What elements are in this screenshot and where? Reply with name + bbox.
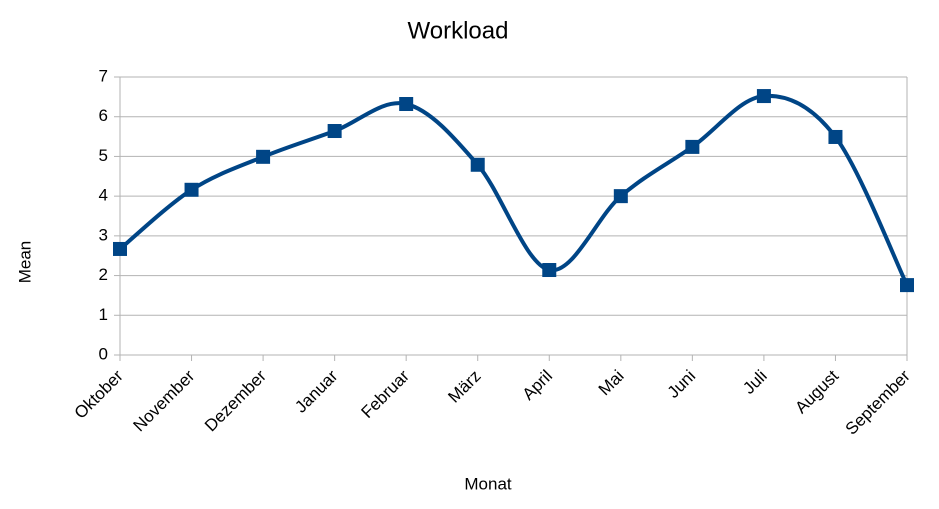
- marker: [470, 157, 485, 172]
- marker: [113, 241, 127, 256]
- x-tick-label: Januar: [291, 366, 341, 416]
- x-tick-label: März: [444, 366, 484, 406]
- x-tick-label: August: [791, 366, 842, 417]
- x-tick-label: Juli: [739, 366, 770, 397]
- y-tick-label: 7: [99, 66, 108, 85]
- y-tick-label: 4: [99, 186, 108, 205]
- y-tick-label: 2: [99, 265, 108, 284]
- y-tick-label: 0: [99, 344, 108, 363]
- series-line: [118, 93, 909, 286]
- marker: [900, 278, 914, 293]
- marker: [828, 129, 843, 144]
- y-axis-label: Mean: [15, 241, 34, 284]
- y-tick-label: 6: [99, 106, 108, 125]
- x-axis-label: Monat: [464, 474, 512, 493]
- y-tick-label: 1: [99, 305, 108, 324]
- x-tick-label: Februar: [357, 366, 413, 422]
- x-tick-label: April: [519, 366, 556, 403]
- y-tick-label: 3: [99, 225, 108, 244]
- y-tick-label: 5: [99, 146, 108, 165]
- marker: [685, 139, 700, 154]
- x-tick-label: September: [842, 366, 914, 438]
- x-tick-label: Dezember: [201, 366, 270, 435]
- x-tick-label: Juni: [664, 366, 699, 401]
- x-tick-label: Mai: [595, 366, 628, 399]
- chart-title: Workload: [408, 17, 509, 44]
- marker: [327, 124, 342, 139]
- x-tick-label: November: [129, 366, 198, 435]
- marker: [256, 149, 271, 164]
- marker: [184, 182, 199, 197]
- marker: [542, 263, 557, 278]
- marker: [613, 189, 628, 204]
- marker: [399, 97, 414, 112]
- x-tick-label: Oktober: [71, 366, 127, 422]
- marker: [756, 89, 771, 104]
